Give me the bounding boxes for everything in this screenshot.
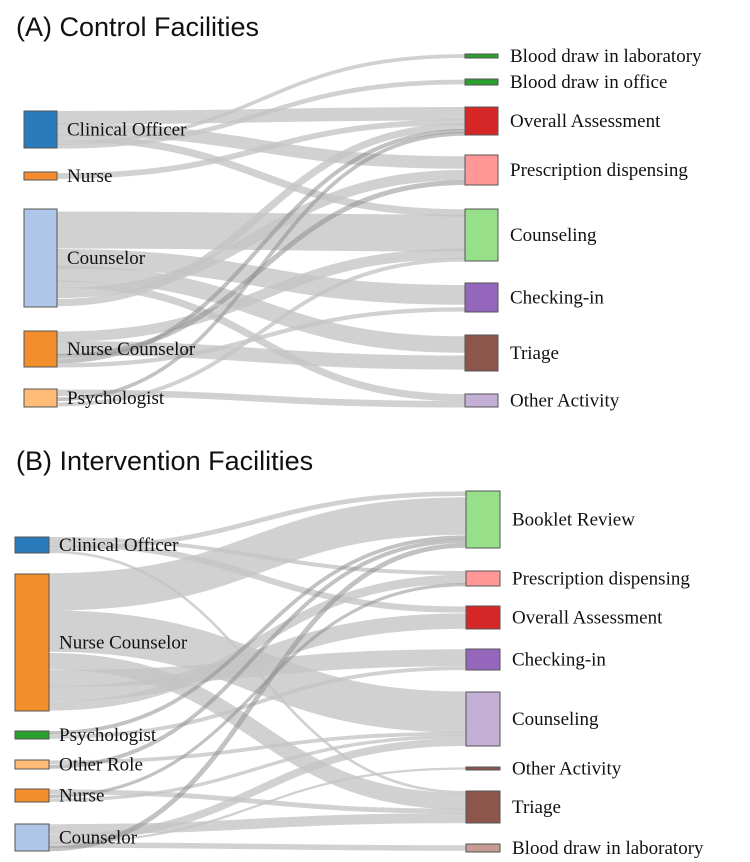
target-node-triage xyxy=(465,790,501,824)
link-clinical-officer-to-prescription-dispensing xyxy=(56,123,466,169)
target-node-booklet-review xyxy=(465,490,501,549)
link-nurse-counselor-to-checking-in xyxy=(48,649,467,687)
link-counselor-to-triage xyxy=(56,265,466,353)
target-label-triage: Triage xyxy=(510,343,559,364)
target-label-blood-draw-in-laboratory: Blood draw in laboratory xyxy=(512,838,704,859)
link-nurse-to-triage xyxy=(48,789,467,814)
target-node-blood-draw-in-laboratory xyxy=(464,53,499,59)
target-label-overall-assessment: Overall Assessment xyxy=(512,608,663,629)
link-nurse-to-prescription-dispensing xyxy=(48,583,467,799)
panel-b-nodes: Clinical Officer Nurse Counselor Psycholog… xyxy=(14,490,704,859)
panel-a-links xyxy=(56,54,466,408)
source-label-clinical-officer: Clinical Officer xyxy=(59,535,179,556)
target-label-blood-draw-in-laboratory: Blood draw in laboratory xyxy=(510,46,702,67)
source-label-nurse-counselor: Nurse Counselor xyxy=(67,339,196,360)
link-other-role-to-counseling xyxy=(48,731,467,765)
panel-b-links xyxy=(48,491,467,852)
link-psychologist-to-overall-assessment xyxy=(56,132,466,402)
link-clinical-officer-to-booklet-review xyxy=(48,491,467,551)
target-node-prescription-dispensing xyxy=(464,154,499,186)
target-label-counseling: Counseling xyxy=(510,225,597,246)
target-label-other-activity: Other Activity xyxy=(512,759,622,780)
link-nurse-to-counseling xyxy=(48,735,467,802)
target-node-prescription-dispensing xyxy=(465,570,501,587)
target-node-checking-in xyxy=(465,648,501,671)
source-node-counselor xyxy=(23,208,58,308)
source-label-nurse: Nurse xyxy=(59,786,104,807)
source-label-psychologist: Psychologist xyxy=(67,388,165,409)
source-label-other-role: Other Role xyxy=(59,755,143,776)
link-counselor-to-overall-assessment xyxy=(56,123,466,307)
panel-b-title: (B) Intervention Facilities xyxy=(16,446,313,476)
source-node-nurse-counselor xyxy=(23,330,58,368)
link-nurse-counselor-to-booklet-review xyxy=(48,497,467,611)
source-node-other-role xyxy=(14,759,50,770)
target-label-prescription-dispensing: Prescription dispensing xyxy=(512,569,690,590)
link-other-role-to-booklet-review xyxy=(48,538,467,769)
target-label-checking-in: Checking-in xyxy=(512,650,606,671)
link-psychologist-to-counseling xyxy=(56,257,466,407)
link-clinical-officer-to-blood-draw-in-laboratory xyxy=(56,54,466,145)
target-node-blood-draw-in-office xyxy=(464,78,499,86)
panel-a-title: (A) Control Facilities xyxy=(16,12,259,42)
link-nurse-to-overall-assessment xyxy=(56,119,466,179)
panel-control-facilities: (A) Control Facilities Clinical Officer N… xyxy=(16,12,702,412)
link-counselor-to-booklet-review xyxy=(48,542,467,852)
source-node-psychologist xyxy=(23,388,58,408)
target-label-counseling: Counseling xyxy=(512,709,599,730)
link-counselor-to-triage xyxy=(48,813,467,835)
panel-a-nodes: Clinical Officer Nurse Counselor Nurse Coun… xyxy=(23,46,702,412)
link-counselor-to-checking-in xyxy=(56,249,466,305)
target-label-checking-in: Checking-in xyxy=(510,288,604,309)
source-node-psychologist xyxy=(14,730,50,740)
target-node-checking-in xyxy=(464,282,499,313)
link-nurse-counselor-to-checking-in xyxy=(56,307,466,368)
source-label-counselor: Counselor xyxy=(59,828,138,849)
link-psychologist-to-booklet-review xyxy=(48,535,467,735)
source-node-counselor xyxy=(14,823,50,852)
link-counselor-to-other-activity xyxy=(48,767,467,844)
source-label-psychologist: Psychologist xyxy=(59,725,157,746)
target-node-other-activity xyxy=(465,766,501,771)
link-clinical-officer-to-blood-draw-in-office xyxy=(56,79,466,149)
target-label-overall-assessment: Overall Assessment xyxy=(510,111,661,132)
source-node-clinical-officer xyxy=(14,536,50,554)
link-counselor-to-blood-draw-in-laboratory xyxy=(48,842,467,851)
source-node-nurse-counselor xyxy=(14,573,50,712)
source-node-nurse xyxy=(23,171,58,181)
link-nurse-counselor-to-counseling xyxy=(56,248,466,342)
target-node-blood-draw-in-laboratory xyxy=(465,843,501,853)
source-label-nurse: Nurse xyxy=(67,166,112,187)
source-label-clinical-officer: Clinical Officer xyxy=(67,120,187,141)
panel-intervention-facilities: (B) Intervention Facilities Clinical Off… xyxy=(14,446,704,859)
target-node-triage xyxy=(464,334,499,372)
target-node-overall-assessment xyxy=(465,605,501,630)
link-psychologist-to-other-activity xyxy=(56,389,466,408)
link-nurse-counselor-to-prescription-dispensing xyxy=(48,574,467,711)
link-counselor-to-prescription-dispensing xyxy=(56,169,466,299)
target-label-blood-draw-in-office: Blood draw in office xyxy=(510,72,667,93)
source-label-nurse-counselor: Nurse Counselor xyxy=(59,633,188,654)
link-nurse-counselor-to-overall-assessment xyxy=(56,129,466,364)
target-node-counseling xyxy=(464,208,499,262)
target-node-overall-assessment xyxy=(464,106,499,136)
source-node-nurse xyxy=(14,788,50,803)
target-node-counseling xyxy=(465,691,501,747)
target-label-prescription-dispensing: Prescription dispensing xyxy=(510,160,688,181)
link-psychologist-to-checking-in xyxy=(48,666,467,739)
target-label-other-activity: Other Activity xyxy=(510,391,620,412)
source-node-clinical-officer xyxy=(23,110,58,149)
source-label-counselor: Counselor xyxy=(67,248,146,269)
target-label-triage: Triage xyxy=(512,797,561,818)
link-nurse-counselor-to-overall-assessment xyxy=(48,613,467,702)
target-label-booklet-review: Booklet Review xyxy=(512,510,635,531)
link-nurse-counselor-to-triage xyxy=(48,652,467,810)
target-node-other-activity xyxy=(464,393,499,408)
